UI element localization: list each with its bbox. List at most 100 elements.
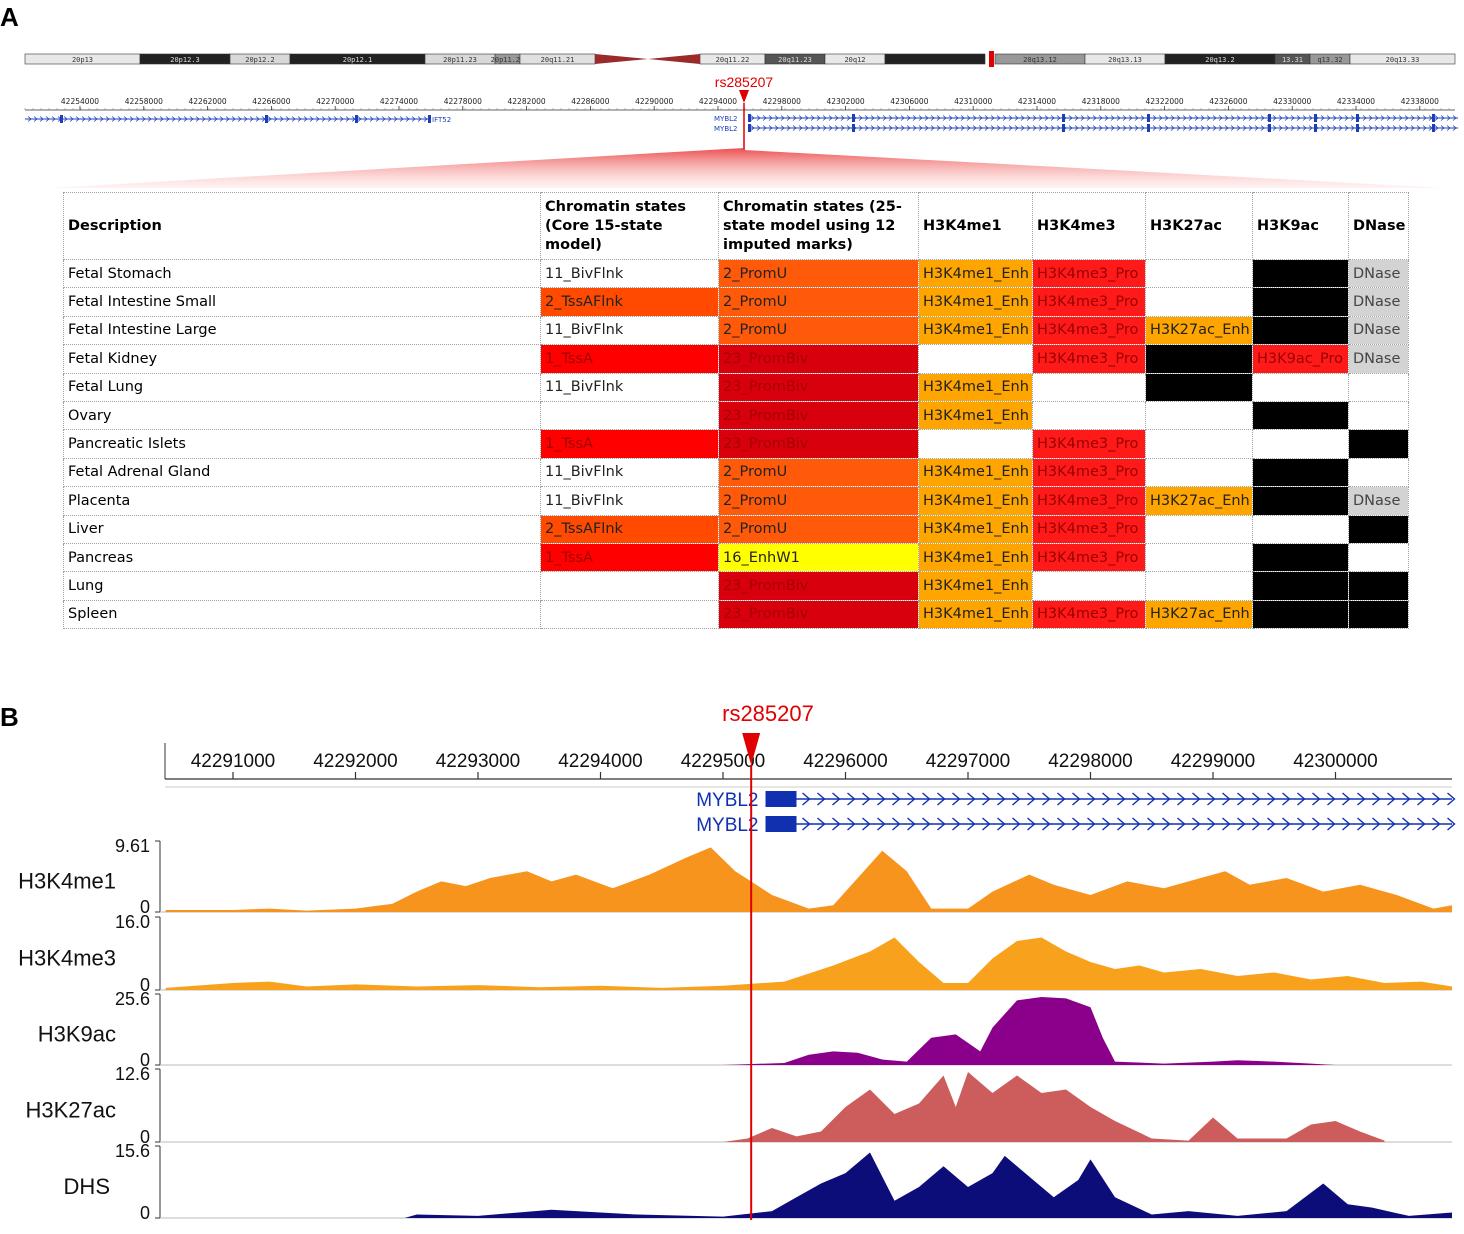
- column-header: H3K4me3: [1032, 192, 1146, 260]
- table-row: Fetal Lung 11_BivFlnk 23_PromBiv H3K4me1_En…: [63, 372, 1409, 402]
- state-cell: [1348, 400, 1409, 431]
- state-cell: [1252, 287, 1349, 317]
- chromosome-ideogram: 20p13 20p12.3 20p12.2 20p12.1 20p11.23 20p11.…: [24, 51, 1456, 67]
- table-row: Fetal Intestine Small 2_TssAFlnk 2_PromU H3…: [63, 287, 1409, 317]
- cytoband-label: 20p11.21: [491, 56, 525, 64]
- state-cell: DNase: [1348, 344, 1409, 374]
- exon: [1314, 124, 1317, 132]
- track-name: H3K4me1: [18, 869, 116, 894]
- snp-label-b: rs285207: [722, 701, 814, 726]
- cytoband-label: 20q13.13: [1108, 56, 1142, 64]
- table-row: Fetal Stomach 11_BivFlnk 2_PromU H3K4me1_En…: [63, 258, 1409, 289]
- state-cell: [1145, 542, 1253, 573]
- state-cell: [1348, 372, 1409, 402]
- ruler-tick-label: 42298000: [763, 97, 801, 106]
- panel-a-label: A: [0, 2, 19, 32]
- state-cell: [1145, 514, 1253, 544]
- cytoband-label: 20p11.23: [443, 56, 477, 64]
- state-cell: 11_BivFlnk: [540, 315, 719, 346]
- state-cell: [1348, 429, 1409, 459]
- snp-marker-icon: [739, 90, 749, 103]
- track-min-label: 0: [140, 897, 150, 917]
- exon: [355, 115, 358, 123]
- state-cell: H3K4me1_Enh: [918, 599, 1033, 630]
- tissue-description: Pancreatic Islets: [63, 429, 541, 459]
- state-cell: [1252, 457, 1349, 488]
- cytoband-label: 20q13.12: [1023, 56, 1057, 64]
- exon: [428, 115, 431, 123]
- exon: [748, 124, 751, 132]
- ruler-tick-label: 42330000: [1273, 97, 1311, 106]
- track-max-label: 15.6: [115, 1141, 150, 1161]
- state-cell: H3K4me3_Pro: [1032, 287, 1146, 317]
- exon: [852, 124, 855, 132]
- exon: [1432, 124, 1435, 132]
- state-cell: 2_PromU: [718, 486, 919, 516]
- state-cell: [1145, 344, 1253, 374]
- tissue-description: Fetal Kidney: [63, 344, 541, 374]
- state-cell: [1145, 287, 1253, 317]
- state-cell: H3K4me1_Enh: [918, 287, 1033, 317]
- cytoband-label: 20q13.2: [1205, 56, 1235, 64]
- state-cell: 11_BivFlnk: [540, 258, 719, 289]
- state-cell: 16_EnhW1: [718, 542, 919, 573]
- signal-area: [723, 997, 1336, 1065]
- state-cell: [1032, 372, 1146, 402]
- table-row: Liver 2_TssAFlnk 2_PromU H3K4me1_Enh H3K4me3…: [63, 514, 1409, 544]
- track-h3k9ac: 25.6 0 H3K9ac: [38, 989, 1452, 1070]
- state-cell: H3K4me1_Enh: [918, 315, 1033, 346]
- state-cell: H3K4me3_Pro: [1032, 599, 1146, 630]
- panel-a-genome-browser: 20p13 20p12.3 20p12.2 20p12.1 20p11.23 20p11.…: [24, 51, 1458, 188]
- cytoband-label: 20q12: [844, 56, 865, 64]
- state-cell: 2_PromU: [718, 258, 919, 289]
- exon: [1268, 124, 1271, 132]
- track-min-label: 0: [140, 1127, 150, 1147]
- track-name: DHS: [64, 1174, 110, 1199]
- tissue-description: Pancreas: [63, 542, 541, 573]
- state-cell: [1145, 372, 1253, 402]
- exon: [1356, 114, 1359, 122]
- state-cell: 2_PromU: [718, 287, 919, 317]
- ruler-tick-label: 42254000: [61, 97, 99, 106]
- ruler-tick-label: 42338000: [1401, 97, 1439, 106]
- state-cell: H3K4me1_Enh: [918, 486, 1033, 516]
- state-cell: 1_TssA: [540, 542, 719, 573]
- state-cell: H3K4me1_Enh: [918, 457, 1033, 488]
- ruler-tick-label-b: 42295000: [681, 751, 766, 772]
- exon: [1314, 114, 1317, 122]
- gene-label-mybl2-b: MYBL2: [696, 790, 758, 811]
- cytoband: [1349, 53, 1456, 65]
- snp-line-b: [742, 733, 761, 1220]
- table-row: Fetal Intestine Large 11_BivFlnk 2_PromU H3…: [63, 315, 1409, 346]
- state-cell: H3K4me3_Pro: [1032, 486, 1146, 516]
- state-cell: DNase: [1348, 315, 1409, 346]
- exon: [1062, 124, 1065, 132]
- state-cell: [1252, 400, 1349, 431]
- tissue-description: Fetal Lung: [63, 372, 541, 402]
- state-cell: [1252, 486, 1349, 516]
- cytoband-label: 20q13.33: [1386, 56, 1420, 64]
- state-cell: [1348, 457, 1409, 488]
- chromatin-state-table: Description Chromatin states (Core 15-sta…: [63, 192, 1409, 630]
- column-header: Description: [63, 192, 541, 260]
- track-name: H3K27ac: [25, 1098, 116, 1123]
- ruler-tick-label-b: 42294000: [558, 751, 643, 772]
- tissue-description: Liver: [63, 514, 541, 544]
- state-cell: H3K4me1_Enh: [918, 258, 1033, 289]
- panel-b-signal-tracks: rs285207 42291000 42292000 42293000 4229400…: [18, 701, 1456, 1223]
- state-cell: H3K4me3_Pro: [1032, 344, 1146, 374]
- tissue-description: Fetal Intestine Large: [63, 315, 541, 346]
- cytoband: [884, 53, 986, 65]
- state-cell: 1_TssA: [540, 429, 719, 459]
- ruler-tick-label-b: 42292000: [313, 751, 398, 772]
- snp-label: rs285207: [715, 74, 774, 90]
- state-cell: 2_PromU: [718, 457, 919, 488]
- track-max-label: 16.0: [115, 912, 150, 932]
- tissue-description: Placenta: [63, 486, 541, 516]
- state-cell: [1348, 514, 1409, 544]
- state-cell: H3K4me1_Enh: [918, 571, 1033, 601]
- state-cell: H3K4me3_Pro: [1032, 457, 1146, 488]
- state-cell: H3K4me3_Pro: [1032, 258, 1146, 289]
- panel-b-label: B: [0, 702, 19, 732]
- tissue-description: Spleen: [63, 599, 541, 630]
